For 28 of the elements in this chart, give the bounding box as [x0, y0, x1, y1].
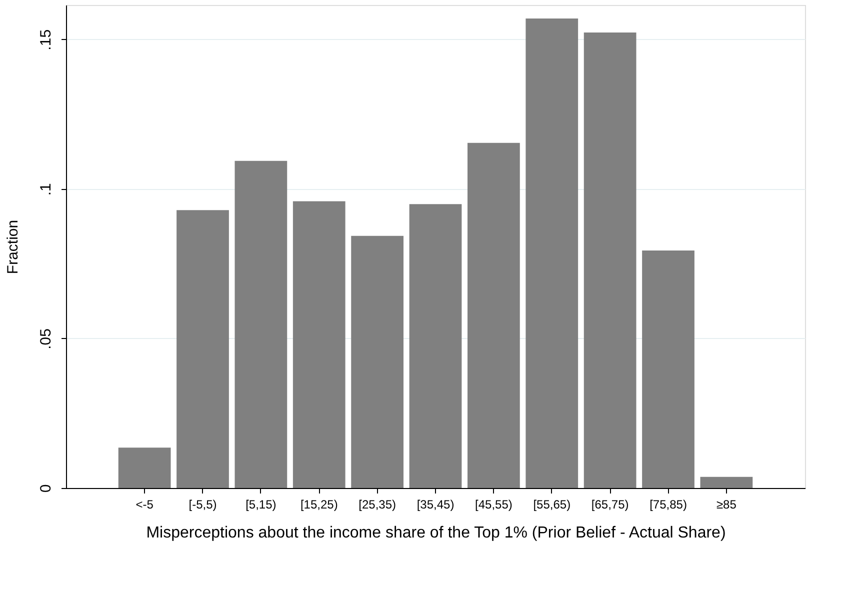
x-tick-label: ≥85	[716, 498, 737, 512]
x-tick-label: [75,85)	[650, 498, 687, 512]
bar	[118, 448, 171, 488]
x-tick-label: [-5,5)	[188, 498, 217, 512]
bar	[468, 142, 520, 488]
x-axis-title: Misperceptions about the income share of the Top 1% (Prior Belief - Actual Share)	[146, 524, 726, 542]
x-tick-label: <-5	[136, 498, 154, 512]
y-axis-title: Fraction	[4, 220, 22, 274]
bar	[292, 201, 346, 488]
x-tick-label: [45,55)	[475, 498, 512, 512]
y-tick-label: 0	[38, 484, 54, 493]
bar	[351, 236, 404, 488]
y-tick-label: .1	[38, 183, 54, 196]
x-tick-label: [65,75)	[591, 498, 629, 512]
bar	[584, 32, 636, 488]
bar	[234, 160, 288, 488]
x-tick-label: [55,65)	[533, 498, 571, 512]
x-tick-label: [15,25)	[300, 498, 338, 512]
bar	[642, 250, 694, 488]
bar	[176, 210, 229, 488]
bar	[526, 18, 578, 488]
x-tick-label: [35,45)	[416, 498, 454, 512]
y-tick-label: .15	[38, 29, 54, 50]
x-tick-label: [5,15)	[246, 498, 276, 512]
x-tick-label: [25,35)	[358, 498, 396, 512]
y-tick-label: .05	[38, 328, 54, 350]
bar	[409, 204, 462, 488]
bar	[700, 476, 753, 488]
